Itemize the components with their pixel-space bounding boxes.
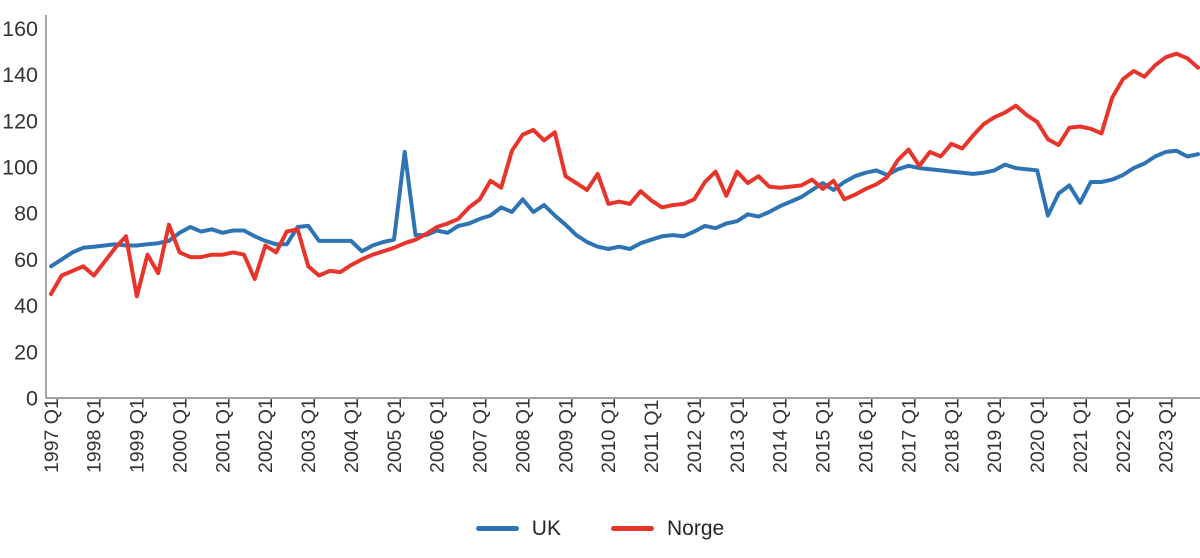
x-axis-tick-label: 2011 Q1 xyxy=(641,400,663,473)
x-axis-tick-label: 1999 Q1 xyxy=(127,398,149,473)
y-axis-tick-label: 60 xyxy=(14,248,38,272)
x-axis-tick-label: 2001 Q1 xyxy=(212,398,234,473)
x-axis-tick-label: 2003 Q1 xyxy=(298,398,320,473)
x-axis-tick-label: 2005 Q1 xyxy=(384,398,406,473)
legend-item-uk: UK xyxy=(475,517,561,540)
x-axis-tick-label: 2017 Q1 xyxy=(898,398,920,473)
y-axis-tick-label: 140 xyxy=(2,63,38,87)
y-axis-tick-label: 120 xyxy=(2,109,38,133)
x-axis-tick-label: 2000 Q1 xyxy=(169,398,191,473)
uk-line xyxy=(49,148,1200,269)
y-axis-tick-label: 160 xyxy=(2,17,38,41)
x-axis-tick-label: 1998 Q1 xyxy=(84,398,106,473)
y-axis-tick-label: 100 xyxy=(2,155,38,179)
x-axis-tick-label: 2006 Q1 xyxy=(427,398,449,473)
x-axis-tick-label: 2014 Q1 xyxy=(770,398,792,473)
x-axis-tick-label: 2013 Q1 xyxy=(727,398,749,473)
x-axis-tick-label: 2016 Q1 xyxy=(856,398,878,473)
x-axis-tick-label: 2004 Q1 xyxy=(341,398,363,473)
x-axis-tick-label: 2021 Q1 xyxy=(1070,398,1092,473)
x-axis-tick-label: 2009 Q1 xyxy=(555,398,577,473)
x-axis-tick-label: 2007 Q1 xyxy=(470,398,492,473)
norge-line xyxy=(49,51,1200,299)
uk-line-swatch xyxy=(475,526,519,531)
legend-item-norge: Norge xyxy=(610,517,725,540)
y-axis-tick-label: 0 xyxy=(26,387,38,411)
x-axis-tick-label: 2010 Q1 xyxy=(598,398,620,473)
x-axis-tick-label: 2002 Q1 xyxy=(255,398,277,473)
uk-legend-label: UK xyxy=(531,517,561,540)
x-axis-tick-label: 2022 Q1 xyxy=(1113,398,1135,473)
norge-legend-label: Norge xyxy=(666,517,725,540)
x-axis-tick-label: 2008 Q1 xyxy=(512,398,534,473)
x-axis-tick-label: 2019 Q1 xyxy=(984,398,1006,473)
y-axis-tick-label: 20 xyxy=(14,340,38,364)
norge-line-swatch xyxy=(610,526,654,531)
chart-legend: UK Norge xyxy=(0,518,1200,539)
x-axis-tick-label: 2023 Q1 xyxy=(1156,398,1178,473)
x-axis-tick-label: 1997 Q1 xyxy=(41,398,63,473)
x-axis-tick-label: 2020 Q1 xyxy=(1027,398,1049,473)
y-axis-tick-label: 80 xyxy=(14,202,38,226)
x-axis-tick-label: 2018 Q1 xyxy=(941,398,963,473)
x-axis-tick-label: 2015 Q1 xyxy=(813,398,835,473)
x-axis-tick-label: 2012 Q1 xyxy=(684,398,706,473)
y-axis-tick-label: 40 xyxy=(14,294,38,318)
